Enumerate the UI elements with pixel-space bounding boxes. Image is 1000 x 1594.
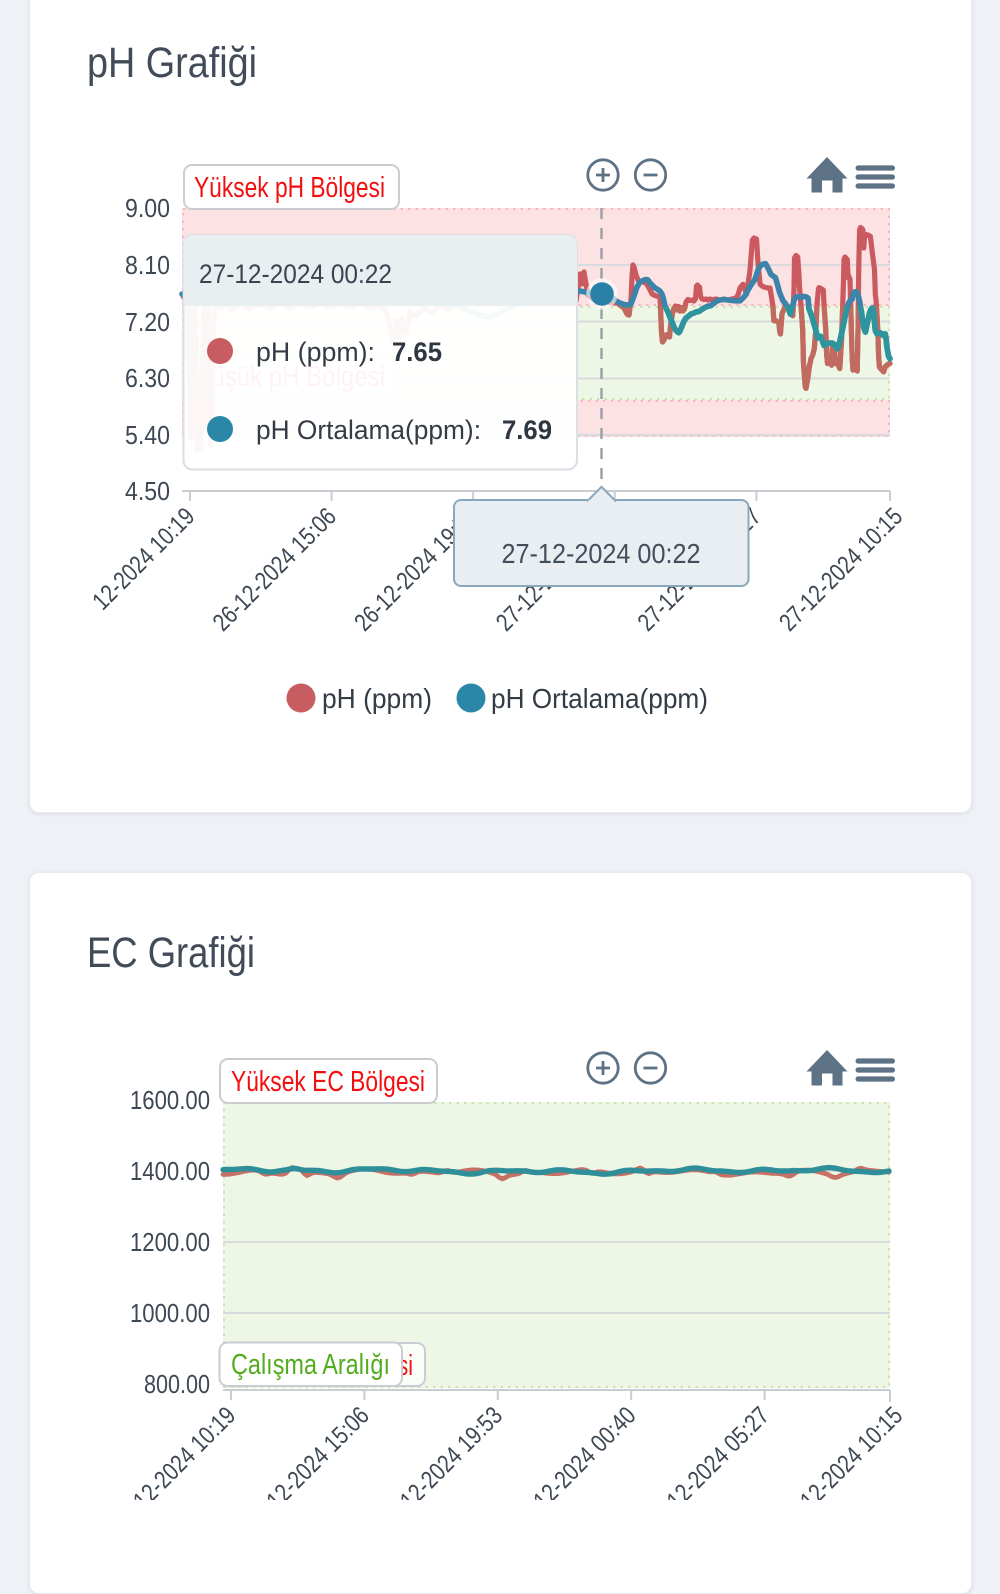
svg-text:26-12-2024 19:53: 26-12-2024 19:53 [374,1401,508,1500]
svg-text:8.10: 8.10 [125,250,170,280]
svg-text:27-12-2024 10:15: 27-12-2024 10:15 [774,502,908,636]
svg-text:6.30: 6.30 [125,363,170,393]
svg-text:pH Ortalama(ppm): pH Ortalama(ppm) [491,683,708,714]
svg-text:Çalışma Aralığı: Çalışma Aralığı [231,1349,390,1381]
svg-text:27-12-2024 00:22: 27-12-2024 00:22 [502,538,701,569]
svg-text:Yüksek pH Bölgesi: Yüksek pH Bölgesi [194,172,385,204]
svg-text:7.69: 7.69 [502,415,552,445]
svg-text:1400.00: 1400.00 [130,1156,210,1186]
svg-text:800.00: 800.00 [144,1369,210,1399]
svg-text:pH (ppm): pH (ppm) [322,683,432,714]
svg-text:9.00: 9.00 [125,193,170,223]
svg-text:7.20: 7.20 [125,307,170,337]
svg-text:1600.00: 1600.00 [130,1085,210,1115]
svg-text:27-12-2024 10:15: 27-12-2024 10:15 [774,1401,908,1500]
svg-text:1000.00: 1000.00 [130,1298,210,1328]
svg-text:26-12-2024 15:06: 26-12-2024 15:06 [240,1401,374,1500]
svg-text:pH (ppm):: pH (ppm): [256,337,375,367]
svg-text:5.40: 5.40 [125,420,170,450]
svg-text:27-12-2024 00:40: 27-12-2024 00:40 [507,1401,641,1500]
svg-text:27-12-2024 05:27: 27-12-2024 05:27 [640,1401,774,1500]
svg-text:Yüksek EC Bölgesi: Yüksek EC Bölgesi [231,1066,425,1098]
svg-text:12-2024 10:19: 12-2024 10:19 [87,502,200,615]
svg-text:27-12-2024 00:22: 27-12-2024 00:22 [199,259,392,289]
svg-text:26-12-2024 15:06: 26-12-2024 15:06 [207,502,341,636]
svg-text:pH Ortalama(ppm):: pH Ortalama(ppm): [256,415,481,445]
svg-text:pH Grafiği: pH Grafiği [87,39,257,87]
svg-text:26-12-2024 10:19: 26-12-2024 10:19 [107,1401,241,1500]
svg-text:4.50: 4.50 [125,476,170,506]
svg-text:1200.00: 1200.00 [130,1227,210,1257]
svg-text:EC Grafiği: EC Grafiği [87,929,255,977]
svg-text:7.65: 7.65 [392,337,442,367]
